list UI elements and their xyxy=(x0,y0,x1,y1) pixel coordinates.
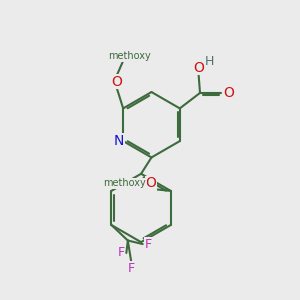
Text: F: F xyxy=(145,238,152,250)
Text: O: O xyxy=(111,75,122,88)
Text: N: N xyxy=(114,134,124,148)
Text: methoxy: methoxy xyxy=(103,178,146,188)
Text: F: F xyxy=(128,262,135,275)
Text: O: O xyxy=(193,61,204,75)
Text: O: O xyxy=(145,176,156,190)
Text: H: H xyxy=(205,55,214,68)
Text: O: O xyxy=(224,86,234,100)
Text: methoxy: methoxy xyxy=(108,51,151,62)
Text: F: F xyxy=(117,247,124,260)
